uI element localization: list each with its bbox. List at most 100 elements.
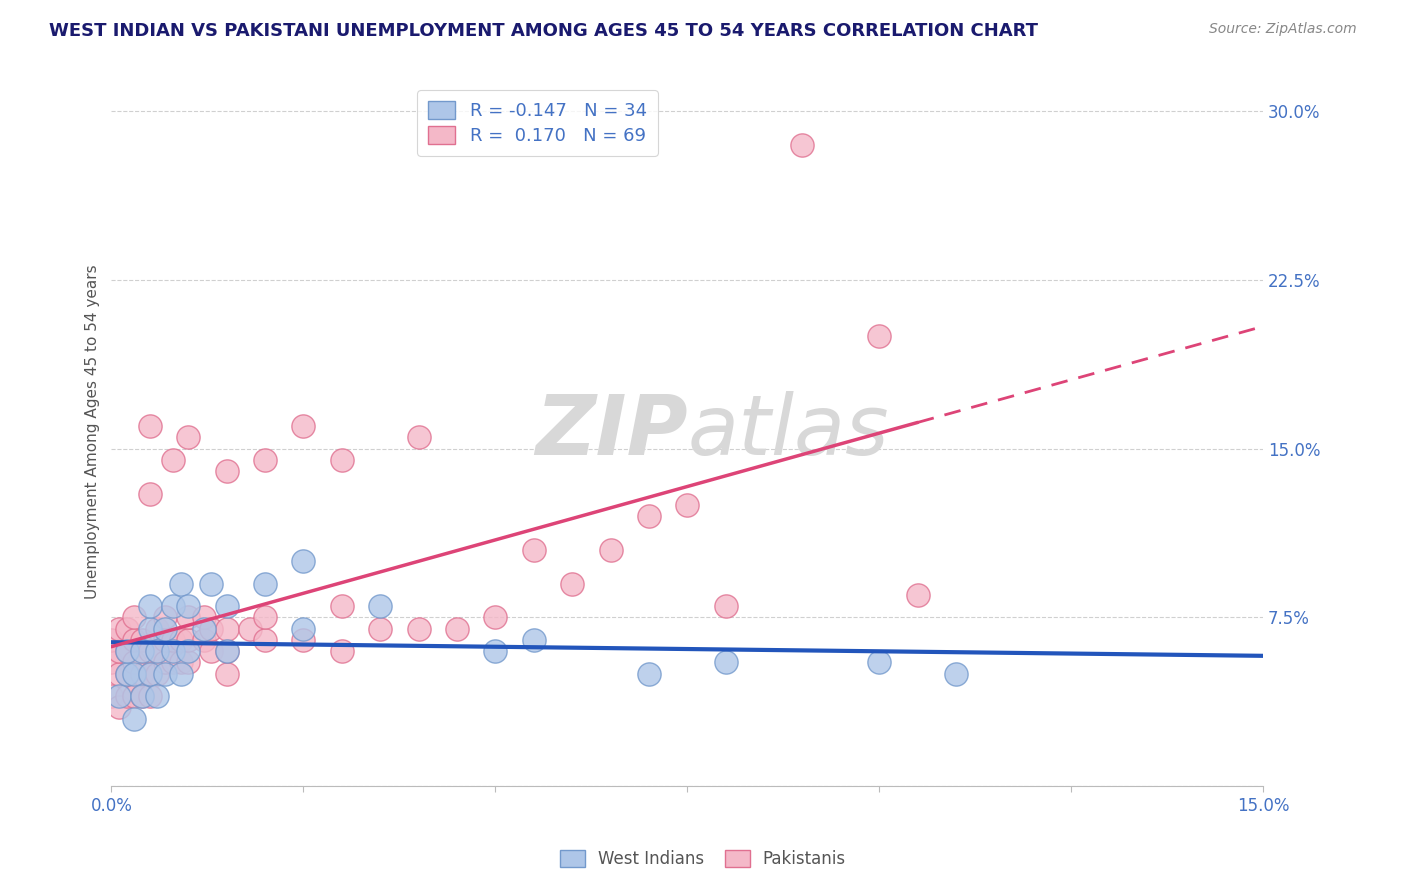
Point <box>108 666 131 681</box>
Point <box>100 656 122 670</box>
Point <box>200 622 222 636</box>
Point <box>907 588 929 602</box>
Point <box>115 644 138 658</box>
Point <box>108 644 131 658</box>
Point <box>139 689 162 703</box>
Point <box>124 712 146 726</box>
Point <box>169 576 191 591</box>
Point <box>253 453 276 467</box>
Point <box>330 599 353 614</box>
Point <box>115 622 138 636</box>
Point <box>177 656 200 670</box>
Point <box>484 610 506 624</box>
Point <box>100 689 122 703</box>
Point <box>253 576 276 591</box>
Point <box>239 622 262 636</box>
Point <box>169 666 191 681</box>
Point <box>253 610 276 624</box>
Text: WEST INDIAN VS PAKISTANI UNEMPLOYMENT AMONG AGES 45 TO 54 YEARS CORRELATION CHAR: WEST INDIAN VS PAKISTANI UNEMPLOYMENT AM… <box>49 22 1038 40</box>
Point <box>215 622 238 636</box>
Point <box>177 610 200 624</box>
Point <box>131 666 153 681</box>
Point <box>131 689 153 703</box>
Point <box>139 666 162 681</box>
Point <box>177 644 200 658</box>
Point <box>408 430 430 444</box>
Point <box>638 509 661 524</box>
Point <box>115 689 138 703</box>
Point <box>146 644 169 658</box>
Point <box>215 464 238 478</box>
Point <box>177 632 200 647</box>
Point <box>153 656 176 670</box>
Point <box>292 622 315 636</box>
Point <box>177 430 200 444</box>
Point <box>115 644 138 658</box>
Point <box>146 666 169 681</box>
Point <box>162 656 184 670</box>
Point <box>292 632 315 647</box>
Point <box>200 644 222 658</box>
Point <box>523 542 546 557</box>
Point <box>124 666 146 681</box>
Point <box>945 666 967 681</box>
Point <box>561 576 583 591</box>
Point <box>215 666 238 681</box>
Point <box>169 632 191 647</box>
Point <box>139 644 162 658</box>
Point <box>108 700 131 714</box>
Point <box>446 622 468 636</box>
Point <box>714 656 737 670</box>
Point <box>139 666 162 681</box>
Point <box>193 622 215 636</box>
Point <box>131 632 153 647</box>
Point <box>124 689 146 703</box>
Point <box>131 689 153 703</box>
Point <box>153 622 176 636</box>
Text: Source: ZipAtlas.com: Source: ZipAtlas.com <box>1209 22 1357 37</box>
Y-axis label: Unemployment Among Ages 45 to 54 years: Unemployment Among Ages 45 to 54 years <box>86 265 100 599</box>
Point <box>139 599 162 614</box>
Point <box>100 632 122 647</box>
Point <box>108 689 131 703</box>
Point <box>131 644 153 658</box>
Point <box>162 453 184 467</box>
Point <box>139 419 162 434</box>
Point <box>368 622 391 636</box>
Point <box>108 622 131 636</box>
Point <box>124 632 146 647</box>
Point <box>330 644 353 658</box>
Point <box>330 453 353 467</box>
Point <box>292 554 315 568</box>
Point <box>368 599 391 614</box>
Point <box>599 542 621 557</box>
Point <box>714 599 737 614</box>
Text: ZIP: ZIP <box>534 392 688 472</box>
Point <box>146 622 169 636</box>
Legend: West Indians, Pakistanis: West Indians, Pakistanis <box>554 843 852 875</box>
Point <box>253 632 276 647</box>
Point <box>177 599 200 614</box>
Point <box>115 666 138 681</box>
Point <box>146 689 169 703</box>
Point <box>115 666 138 681</box>
Point <box>153 632 176 647</box>
Point <box>868 329 890 343</box>
Point <box>169 656 191 670</box>
Point <box>124 610 146 624</box>
Point <box>484 644 506 658</box>
Point <box>408 622 430 636</box>
Point <box>162 632 184 647</box>
Point <box>215 599 238 614</box>
Point <box>139 622 162 636</box>
Point <box>215 644 238 658</box>
Point <box>193 632 215 647</box>
Point <box>292 419 315 434</box>
Legend: R = -0.147   N = 34, R =  0.170   N = 69: R = -0.147 N = 34, R = 0.170 N = 69 <box>418 90 658 156</box>
Point <box>523 632 546 647</box>
Point <box>200 576 222 591</box>
Text: atlas: atlas <box>688 392 889 472</box>
Point <box>153 610 176 624</box>
Point <box>153 666 176 681</box>
Point <box>792 137 814 152</box>
